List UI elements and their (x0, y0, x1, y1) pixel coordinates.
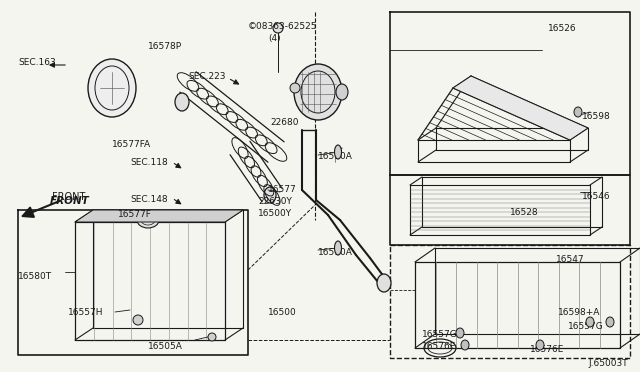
Text: 22680: 22680 (270, 118, 298, 127)
Ellipse shape (264, 187, 276, 203)
Text: 16547: 16547 (556, 255, 584, 264)
Ellipse shape (88, 59, 136, 117)
Ellipse shape (273, 23, 283, 33)
Ellipse shape (335, 241, 342, 255)
Text: SEC.118: SEC.118 (130, 158, 168, 167)
Ellipse shape (208, 333, 216, 341)
Ellipse shape (536, 340, 544, 350)
Ellipse shape (290, 83, 300, 93)
Text: 16557H: 16557H (68, 308, 104, 317)
Ellipse shape (137, 212, 159, 228)
Text: 16598: 16598 (582, 112, 611, 121)
Ellipse shape (175, 93, 189, 111)
Ellipse shape (574, 107, 582, 117)
Text: 16578P: 16578P (148, 42, 182, 51)
Text: 16510A: 16510A (318, 248, 353, 257)
Text: 16500Y: 16500Y (258, 209, 292, 218)
Text: 16557G: 16557G (568, 322, 604, 331)
Text: 16526: 16526 (548, 24, 577, 33)
Text: SEC.148: SEC.148 (130, 195, 168, 204)
Text: 16500: 16500 (268, 308, 297, 317)
Ellipse shape (377, 274, 391, 292)
Text: SEC.163: SEC.163 (18, 58, 56, 67)
Text: SEC.223: SEC.223 (188, 72, 225, 81)
Ellipse shape (586, 317, 594, 327)
Text: 16576E: 16576E (422, 342, 456, 351)
Text: (4): (4) (268, 34, 280, 43)
Text: 16528: 16528 (510, 208, 539, 217)
Text: FRONT: FRONT (50, 196, 90, 206)
Text: 16546: 16546 (582, 192, 611, 201)
Text: ©08363-62525: ©08363-62525 (248, 22, 317, 31)
Text: FRONT: FRONT (52, 192, 85, 202)
Text: 16577: 16577 (268, 185, 297, 194)
Ellipse shape (294, 64, 342, 120)
Ellipse shape (606, 317, 614, 327)
Polygon shape (453, 76, 588, 140)
Polygon shape (75, 210, 243, 222)
Text: 16557G: 16557G (422, 330, 458, 339)
Text: 16576E: 16576E (530, 345, 564, 354)
Ellipse shape (335, 145, 342, 159)
Ellipse shape (336, 84, 348, 100)
Text: 16577FA: 16577FA (112, 140, 151, 149)
Ellipse shape (461, 340, 469, 350)
Text: 16580T: 16580T (18, 272, 52, 281)
Text: 16510A: 16510A (318, 152, 353, 161)
Text: 16598+A: 16598+A (558, 308, 600, 317)
Text: J.65003T: J.65003T (588, 359, 628, 368)
Ellipse shape (133, 315, 143, 325)
Text: 16505A: 16505A (148, 342, 183, 351)
Text: 16577F: 16577F (118, 210, 152, 219)
Ellipse shape (456, 328, 464, 338)
Text: 22630Y: 22630Y (258, 197, 292, 206)
